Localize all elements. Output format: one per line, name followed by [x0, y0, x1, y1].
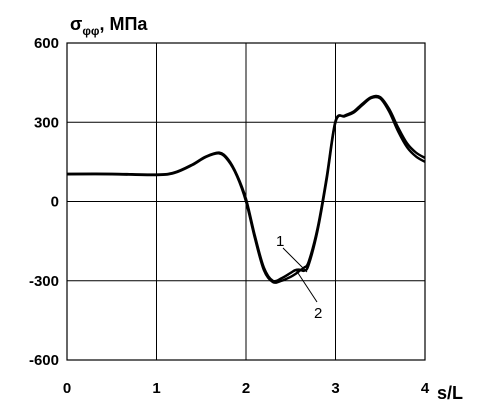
y-tick-label: -600: [29, 352, 59, 369]
y-tick-label: 300: [34, 114, 59, 131]
leader-line-1: [282, 247, 308, 273]
x-tick-labels: 0 1 2 3 4: [63, 380, 430, 397]
annotation-leaders: [282, 247, 318, 303]
x-axis-title: s/L: [437, 383, 463, 403]
y-tick-label: 0: [51, 194, 59, 211]
y-axis-title: σφφ, МПа: [70, 14, 148, 38]
x-tick-label: 1: [152, 380, 160, 397]
x-tick-label: 3: [331, 380, 339, 397]
series-label-2: 2: [314, 305, 322, 322]
x-tick-label: 2: [242, 380, 250, 397]
y-axis-subscript: φφ: [82, 24, 100, 38]
plot-border: [66, 42, 426, 361]
y-tick-label: 600: [34, 35, 59, 52]
x-tick-label: 0: [63, 380, 71, 397]
leader-line-2: [295, 269, 318, 303]
series-label-1: 1: [276, 233, 284, 250]
x-tick-label: 4: [421, 380, 430, 397]
y-tick-labels: 600 300 0 -300 -600: [29, 35, 59, 369]
y-tick-label: -300: [29, 273, 59, 290]
plot-frame: [66, 42, 426, 361]
y-axis-symbol: σ: [70, 14, 82, 34]
y-axis-unit: , МПа: [100, 14, 149, 34]
